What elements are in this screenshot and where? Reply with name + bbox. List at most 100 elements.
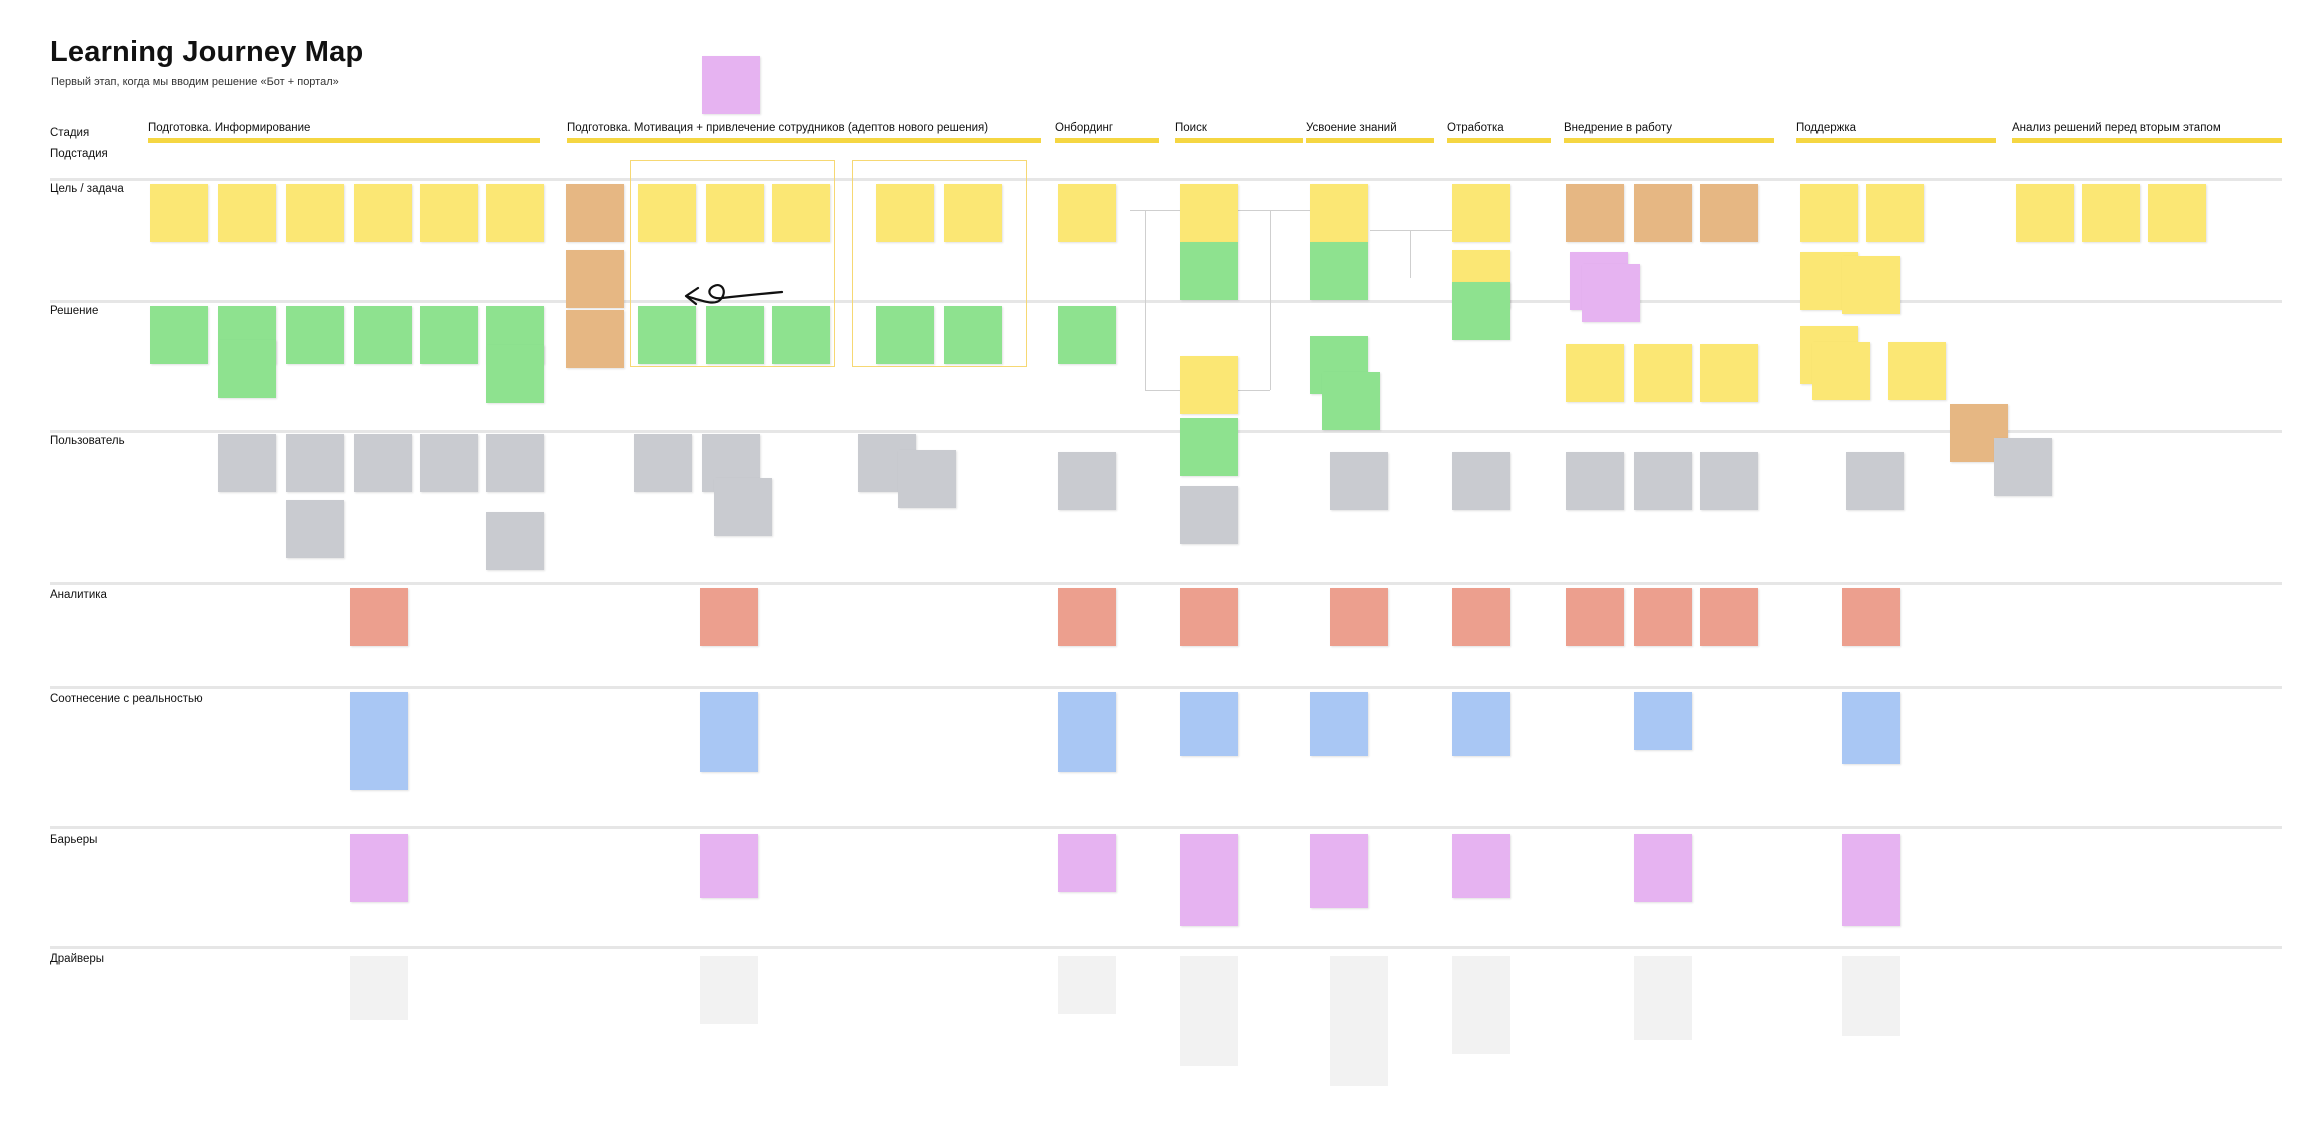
sticky-note[interactable] — [706, 306, 764, 364]
sticky-note[interactable] — [898, 450, 956, 508]
sticky-note[interactable] — [1180, 486, 1238, 544]
sticky-note[interactable] — [566, 310, 624, 368]
sticky-note[interactable] — [218, 340, 276, 398]
sticky-note[interactable] — [420, 184, 478, 242]
sticky-note[interactable] — [1310, 242, 1368, 300]
sticky-note[interactable] — [700, 588, 758, 646]
sticky-note[interactable] — [1452, 834, 1510, 898]
sticky-note[interactable] — [354, 306, 412, 364]
sticky-note[interactable] — [1058, 184, 1116, 242]
sticky-note[interactable] — [1180, 956, 1238, 1066]
sticky-note[interactable] — [1634, 834, 1692, 902]
sticky-note[interactable] — [944, 306, 1002, 364]
sticky-note[interactable] — [150, 184, 208, 242]
sticky-note[interactable] — [1330, 452, 1388, 510]
sticky-note[interactable] — [638, 306, 696, 364]
sticky-note[interactable] — [350, 834, 408, 902]
sticky-note[interactable] — [1842, 834, 1900, 926]
sticky-note[interactable] — [354, 434, 412, 492]
sticky-note[interactable] — [1866, 184, 1924, 242]
sticky-note[interactable] — [1310, 834, 1368, 908]
sticky-note[interactable] — [350, 956, 408, 1020]
sticky-note[interactable] — [566, 184, 624, 242]
sticky-note[interactable] — [700, 956, 758, 1024]
sticky-note[interactable] — [1800, 184, 1858, 242]
sticky-note[interactable] — [1310, 692, 1368, 756]
sticky-note[interactable] — [1842, 588, 1900, 646]
sticky-note[interactable] — [876, 306, 934, 364]
sticky-note[interactable] — [566, 250, 624, 308]
sticky-note[interactable] — [1452, 588, 1510, 646]
sticky-note[interactable] — [1058, 588, 1116, 646]
sticky-note[interactable] — [1180, 692, 1238, 756]
sticky-note[interactable] — [1846, 452, 1904, 510]
sticky-note[interactable] — [218, 184, 276, 242]
sticky-note[interactable] — [1180, 418, 1238, 476]
sticky-note[interactable] — [1058, 306, 1116, 364]
sticky-note[interactable] — [1180, 356, 1238, 414]
sticky-note[interactable] — [486, 184, 544, 242]
sticky-note[interactable] — [700, 834, 758, 898]
sticky-note[interactable] — [1634, 184, 1692, 242]
sticky-note[interactable] — [702, 56, 760, 114]
sticky-note[interactable] — [1634, 692, 1692, 750]
sticky-note[interactable] — [1566, 452, 1624, 510]
sticky-note[interactable] — [354, 184, 412, 242]
sticky-note[interactable] — [2082, 184, 2140, 242]
sticky-note[interactable] — [1452, 692, 1510, 756]
sticky-note[interactable] — [1634, 452, 1692, 510]
sticky-note[interactable] — [1566, 588, 1624, 646]
sticky-note[interactable] — [1058, 452, 1116, 510]
sticky-note[interactable] — [286, 184, 344, 242]
sticky-note[interactable] — [1452, 956, 1510, 1054]
sticky-note[interactable] — [772, 184, 830, 242]
sticky-note[interactable] — [1058, 692, 1116, 772]
sticky-note[interactable] — [1180, 242, 1238, 300]
sticky-note[interactable] — [1842, 956, 1900, 1036]
sticky-note[interactable] — [1322, 372, 1380, 430]
sticky-note[interactable] — [420, 306, 478, 364]
sticky-note[interactable] — [218, 434, 276, 492]
sticky-note[interactable] — [1700, 344, 1758, 402]
sticky-note[interactable] — [1566, 184, 1624, 242]
sticky-note[interactable] — [1888, 342, 1946, 400]
sticky-note[interactable] — [1058, 834, 1116, 892]
sticky-note[interactable] — [706, 184, 764, 242]
sticky-note[interactable] — [1330, 956, 1388, 1086]
sticky-note[interactable] — [150, 306, 208, 364]
sticky-note[interactable] — [2148, 184, 2206, 242]
sticky-note[interactable] — [1058, 956, 1116, 1014]
sticky-note[interactable] — [1634, 588, 1692, 646]
sticky-note[interactable] — [1566, 344, 1624, 402]
sticky-note[interactable] — [1634, 956, 1692, 1040]
sticky-note[interactable] — [1812, 342, 1870, 400]
sticky-note[interactable] — [486, 345, 544, 403]
sticky-note[interactable] — [286, 434, 344, 492]
sticky-note[interactable] — [1582, 264, 1640, 322]
sticky-note[interactable] — [420, 434, 478, 492]
sticky-note[interactable] — [286, 500, 344, 558]
sticky-note[interactable] — [1180, 834, 1238, 926]
sticky-note[interactable] — [1634, 344, 1692, 402]
sticky-note[interactable] — [1330, 588, 1388, 646]
sticky-note[interactable] — [486, 434, 544, 492]
sticky-note[interactable] — [638, 184, 696, 242]
sticky-note[interactable] — [486, 512, 544, 570]
sticky-note[interactable] — [876, 184, 934, 242]
sticky-note[interactable] — [1842, 692, 1900, 764]
sticky-note[interactable] — [286, 306, 344, 364]
sticky-note[interactable] — [1700, 588, 1758, 646]
sticky-note[interactable] — [1994, 438, 2052, 496]
sticky-note[interactable] — [1700, 452, 1758, 510]
sticky-note[interactable] — [1452, 452, 1510, 510]
sticky-note[interactable] — [1180, 184, 1238, 242]
sticky-note[interactable] — [772, 306, 830, 364]
sticky-note[interactable] — [700, 692, 758, 772]
sticky-note[interactable] — [1180, 588, 1238, 646]
sticky-note[interactable] — [350, 588, 408, 646]
sticky-note[interactable] — [714, 478, 772, 536]
sticky-note[interactable] — [1700, 184, 1758, 242]
sticky-note[interactable] — [944, 184, 1002, 242]
sticky-note[interactable] — [634, 434, 692, 492]
sticky-note[interactable] — [350, 692, 408, 790]
